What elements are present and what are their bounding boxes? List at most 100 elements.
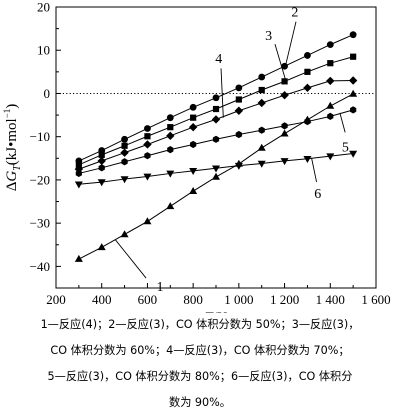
y-axis-title-delta: Δ <box>4 181 20 191</box>
series-label-leader <box>339 112 346 133</box>
data-point-diamond <box>257 98 266 108</box>
series-2 <box>75 31 357 165</box>
y-tick-label: −40 <box>30 259 50 274</box>
series-label-leader <box>285 21 297 66</box>
data-point-hexagon <box>144 152 151 160</box>
data-point-diamond <box>211 115 221 124</box>
series-5 <box>75 106 357 178</box>
data-point-hexagon <box>327 112 334 120</box>
x-axis-title: T/K <box>204 310 228 313</box>
series-label: 1 <box>157 280 164 295</box>
data-point-diamond <box>166 131 175 141</box>
data-point-circle <box>281 62 288 70</box>
data-point-hexagon <box>167 146 174 154</box>
data-point-hexagon <box>258 126 265 134</box>
data-point-triangle-up <box>74 254 83 262</box>
y-axis-title-superscript: −1 <box>2 109 12 119</box>
data-point-diamond <box>74 164 84 174</box>
data-point-circle <box>166 114 174 122</box>
data-point-triangle-down <box>97 179 106 187</box>
data-point-circle <box>235 84 243 92</box>
data-point-diamond <box>120 148 129 157</box>
data-point-square <box>144 133 151 140</box>
data-point-hexagon <box>212 135 220 143</box>
series-label: 5 <box>342 141 349 156</box>
series-label: 2 <box>291 5 298 20</box>
data-point-triangle-down <box>326 153 335 161</box>
x-axis-title-variable: T <box>204 310 214 313</box>
data-point-circle <box>144 125 151 132</box>
data-point-hexagon <box>190 140 197 149</box>
data-point-diamond <box>348 76 358 85</box>
y-tick-label: 10 <box>37 43 50 58</box>
data-point-diamond <box>234 106 244 115</box>
data-point-square <box>75 161 82 168</box>
caption-line: 数为 90%。 <box>169 396 231 409</box>
x-tick-label: 400 <box>92 292 112 307</box>
x-tick-label: 1 000 <box>224 292 253 307</box>
data-point-triangle-up <box>97 243 106 251</box>
data-point-circle <box>304 52 311 59</box>
data-point-square <box>212 105 220 113</box>
caption-line: 1—反应(4)；2—反应(3)，CO 体积分数为 50%；3—反应(3)， <box>40 318 360 331</box>
series-label-leader <box>114 239 147 279</box>
data-point-square <box>167 124 174 131</box>
axes: 200 400 600 800 1 000 1 200 1 400 1 600−40−30−2… <box>30 0 391 307</box>
data-point-diamond <box>97 156 106 166</box>
data-point-triangle-up <box>189 186 198 194</box>
x-axis-title-unit: /K <box>213 310 228 313</box>
y-axis-title: ΔGT(kJ•mol−1) <box>2 104 23 192</box>
series-label: 4 <box>215 52 222 67</box>
y-tick-label: −20 <box>30 172 50 187</box>
x-tick-label: 1 600 <box>361 292 390 307</box>
data-point-triangle-up <box>143 217 152 225</box>
data-point-square <box>98 151 105 158</box>
y-axis-title-close: ) <box>4 104 20 109</box>
data-point-hexagon <box>98 164 105 172</box>
data-point-diamond <box>280 90 289 100</box>
data-point-circle <box>212 94 220 102</box>
data-point-square <box>304 68 311 75</box>
data-point-square <box>350 53 357 60</box>
data-point-hexagon <box>350 106 357 114</box>
x-tick-label: 200 <box>46 292 66 307</box>
data-point-circle <box>258 73 266 81</box>
y-axis-title-subscript: T <box>12 164 23 171</box>
data-point-diamond <box>303 83 312 93</box>
data-point-triangle-down <box>349 150 358 158</box>
x-tick-label: 1 400 <box>316 292 345 307</box>
data-point-triangle-down <box>234 162 243 170</box>
data-point-triangle-up <box>166 202 175 210</box>
data-point-triangle-down <box>166 170 175 178</box>
x-tick-label: 800 <box>183 292 203 307</box>
series-label: 3 <box>265 29 272 44</box>
data-point-diamond <box>326 76 335 86</box>
series-label-leader <box>220 68 224 118</box>
data-point-triangle-up <box>349 89 358 97</box>
series-4 <box>74 76 358 174</box>
y-axis-title-variable: G <box>4 171 20 182</box>
y-axis-title-unit: (kJ•mol <box>4 118 20 165</box>
x-tick-label: 1 200 <box>270 292 299 307</box>
series-6 <box>74 150 358 189</box>
data-point-square <box>235 96 242 103</box>
data-point-triangle-up <box>326 101 335 109</box>
caption-line: CO 体积分数为 60%；4—反应(3)，CO 体积分数为 70%； <box>50 344 350 357</box>
data-point-hexagon <box>121 158 128 166</box>
data-point-triangle-down <box>120 176 129 184</box>
data-point-circle <box>326 41 334 49</box>
data-point-diamond <box>188 122 198 132</box>
data-point-circle <box>189 103 197 111</box>
data-point-triangle-down <box>257 160 266 168</box>
data-point-diamond <box>143 140 152 149</box>
data-point-square <box>281 78 288 85</box>
y-tick-label: 0 <box>44 86 51 101</box>
data-point-circle <box>349 31 357 39</box>
y-tick-label: 20 <box>37 0 50 15</box>
data-point-square <box>121 142 128 149</box>
y-tick-label: −30 <box>30 216 50 231</box>
data-point-triangle-down <box>189 168 198 176</box>
y-tick-label: −10 <box>30 129 50 144</box>
series-label: 6 <box>314 187 321 202</box>
data-point-square <box>190 114 197 121</box>
